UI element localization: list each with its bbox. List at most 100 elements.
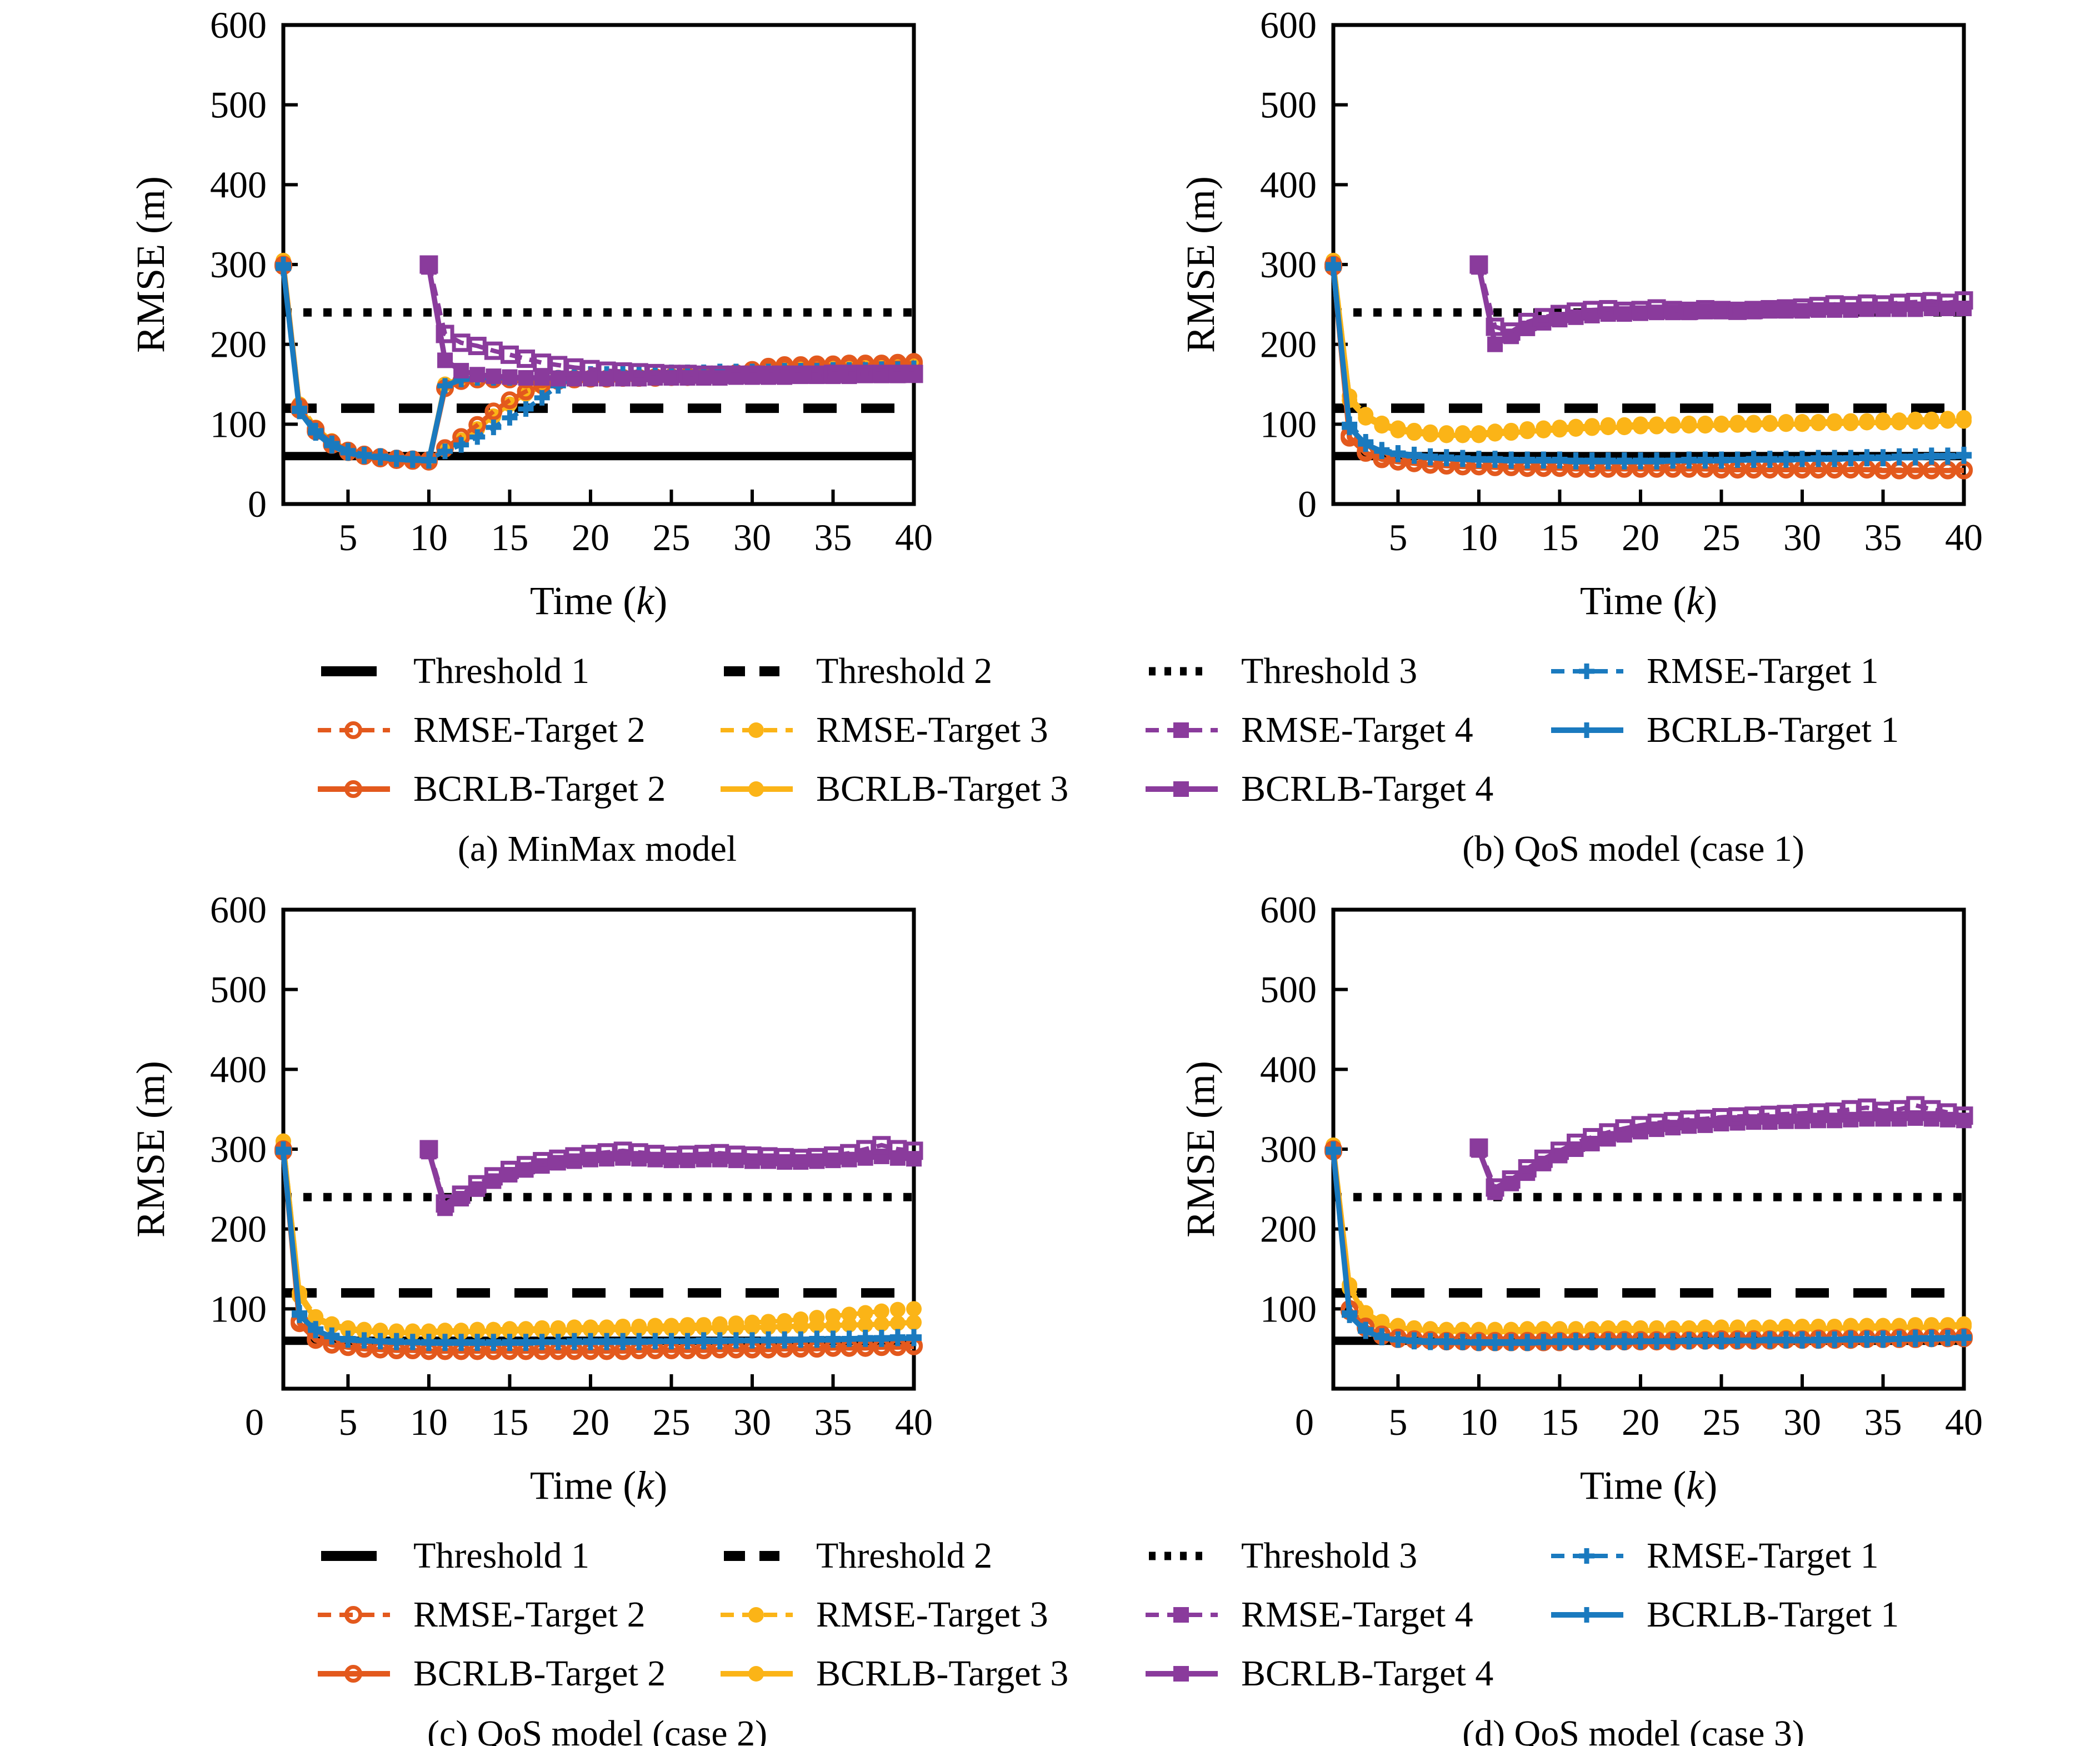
x-tick-label: 25 [652,516,690,558]
series-line-rmse-target-3 [281,1141,914,1334]
series-markers-rmse-target-4 [419,255,923,384]
legend-item-bcrlb-target-4: BCRLB-Target 4 [1144,769,1550,809]
threshold-2-swatch-icon [724,666,779,676]
x-tick-label: 35 [814,1401,852,1443]
y-tick-label: 400 [1260,163,1317,206]
series-line-rmse-target-1 [281,1149,914,1344]
x-tick-label: 5 [338,516,357,558]
legend-item-bcrlb-target-3: BCRLB-Target 3 [719,769,1144,809]
series-line-rmse-target-1 [1331,264,1964,462]
legend-item-rmse-target-4: RMSE-Target 4 [1144,710,1550,750]
subplot-a: 5 10 15 20 25 30 35 40 0 100 200 300 400 500 600 RMSE (… [0,0,1050,639]
series-markers-rmse-target-1 [1326,1141,1972,1350]
rmse-target-2-swatch-icon [318,721,390,739]
y-tick-label: 300 [1260,1128,1317,1170]
legend-label: BCRLB-Target 1 [1647,1594,1899,1635]
x-tick-label: 20 [1622,516,1659,558]
legend-label: RMSE-Target 2 [413,1594,646,1635]
legend-item-threshold-2: Threshold 2 [719,1535,1144,1576]
legend-label: RMSE-Target 3 [816,710,1048,750]
x-tick-label: 40 [1945,1401,1983,1443]
rmse-target-4-swatch-icon [1146,722,1218,738]
threshold-2-swatch-icon [724,1551,779,1561]
bottom-plot-row: 5 10 15 20 25 30 35 40 0 100 200 300 400 500 600 RMSE (… [0,885,2100,1524]
series-markers-bcrlb-target-1 [1326,261,1972,470]
rmse-target-1-swatch-icon [1551,1548,1623,1564]
legend-item-rmse-target-4: RMSE-Target 4 [1144,1594,1550,1635]
x-tick-label: 15 [1541,516,1578,558]
y-tick-label: 400 [210,163,267,206]
y-tick-label: 0 [248,483,267,525]
x-tick-label-zero: 0 [245,1401,264,1443]
legend-label: BCRLB-Target 4 [1241,769,1494,809]
caption-a: (a) MinMax model [457,829,737,869]
legend-label: RMSE-Target 4 [1241,1594,1473,1635]
series-markers-rmse-target-1 [1326,257,1972,468]
legend-label: Threshold 2 [816,651,993,691]
legend-label: RMSE-Target 1 [1647,651,1879,691]
y-tick-label: 0 [1298,483,1317,525]
legend-label: Threshold 1 [413,1535,590,1576]
legend-label: Threshold 1 [413,651,590,691]
x-tick-label: 30 [733,516,771,558]
series-line-rmse-target-4 [1477,1103,1964,1191]
y-tick-label: 100 [210,403,267,445]
y-tick-label: 200 [210,1208,267,1250]
series-line-rmse-target-4 [427,1143,914,1207]
x-tick-label: 25 [1702,1401,1740,1443]
x-tick-label: 40 [1945,516,1983,558]
legend-item-bcrlb-target-1: BCRLB-Target 1 [1550,1594,2100,1635]
x-tick-label: 40 [895,1401,933,1443]
legend-item-threshold-3: Threshold 3 [1144,651,1550,691]
y-axis-label: RMSE (m) [1178,1061,1223,1238]
legend-item-threshold-3: Threshold 3 [1144,1535,1550,1576]
legend-label: Threshold 3 [1241,1535,1418,1576]
series-line-rmse-target-3 [1331,1145,1964,1332]
series-line-bcrlb-target-3 [281,1145,914,1336]
bottom-caption-row: (c) QoS model (case 2) (d) QoS model (ca… [0,1713,2100,1746]
series-markers-bcrlb-target-1 [1326,1144,1972,1351]
x-tick-label: 35 [1864,516,1902,558]
x-tick-label: 5 [1388,1401,1407,1443]
legend-item-bcrlb-target-4: BCRLB-Target 4 [1144,1653,1550,1694]
x-tick-label: 20 [1622,1401,1659,1443]
rmse-target-1-swatch-icon [1551,664,1623,679]
y-tick-label: 600 [210,4,267,46]
series-markers-bcrlb-target-2 [1324,1143,1973,1351]
series-markers-rmse-target-4 [1469,1096,1973,1197]
x-tick-label: 10 [1460,516,1498,558]
series-line-rmse-target-3 [1331,260,1964,436]
legend-item-rmse-target-3: RMSE-Target 3 [719,710,1144,750]
x-tick-label: 40 [895,516,933,558]
series-line-bcrlb-target-2 [1331,1151,1964,1345]
bcrlb-target-2-swatch-icon [318,780,390,798]
bcrlb-target-2-swatch-icon [318,1665,390,1683]
series-line-rmse-target-2 [1331,1149,1964,1343]
bcrlb-target-3-swatch-icon [721,781,793,797]
x-tick-label: 10 [410,1401,448,1443]
x-tick-label: 25 [652,1401,690,1443]
legend-item-bcrlb-target-3: BCRLB-Target 3 [719,1653,1144,1694]
legend-item-bcrlb-target-1: BCRLB-Target 1 [1550,710,2100,750]
y-tick-label: 500 [210,969,267,1011]
y-tick-label: 300 [210,1128,267,1170]
series-markers-rmse-target-4 [1469,255,1973,341]
legend-label: BCRLB-Target 2 [413,1653,666,1694]
bcrlb-target-1-swatch-icon [1551,1607,1623,1623]
x-tick-label: 25 [1702,516,1740,558]
subplot-c: 5 10 15 20 25 30 35 40 0 100 200 300 400 500 600 RMSE (… [0,885,1050,1524]
x-tick-label: 15 [491,516,528,558]
tick-marks [283,23,916,506]
y-tick-label: 400 [1260,1048,1317,1090]
y-tick-label: 500 [1260,84,1317,126]
rmse-target-4-swatch-icon [1146,1607,1218,1623]
bcrlb-target-4-swatch-icon [1146,1666,1218,1682]
y-tick-label: 600 [210,889,267,931]
x-tick-label: 10 [410,516,448,558]
